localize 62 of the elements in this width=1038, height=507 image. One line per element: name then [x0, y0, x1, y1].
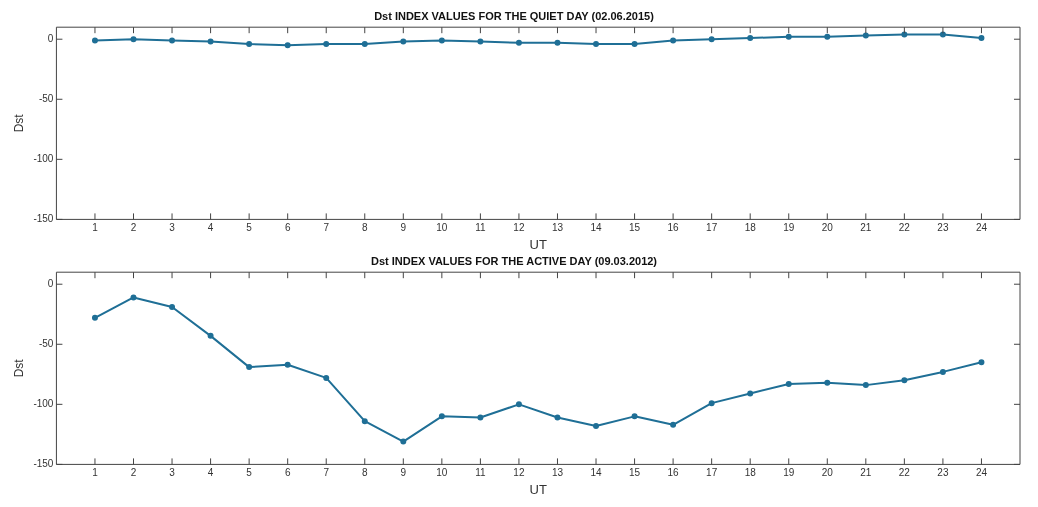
x-axis-title: UT: [529, 236, 547, 252]
x-tick-label: 24: [975, 222, 988, 234]
x-tick-label: 7: [323, 467, 330, 479]
x-tick-label: 22: [898, 467, 911, 479]
x-tick-label: 19: [783, 222, 795, 234]
chart-title: Dst INDEX VALUES FOR THE QUIET DAY (02.06.2015): [374, 9, 655, 22]
x-tick-label: 9: [400, 222, 407, 234]
x-tick-label: 6: [284, 222, 291, 234]
x-tick-label: 14: [590, 467, 603, 479]
x-tick-label: 12: [513, 222, 525, 234]
x-tick-label: 10: [436, 467, 448, 479]
x-tick-label: 8: [361, 467, 368, 479]
x-tick-label: 11: [475, 222, 487, 234]
y-tick-label: 0: [47, 32, 54, 44]
x-tick-label: 24: [975, 467, 988, 479]
x-tick-label: 2: [130, 467, 137, 479]
x-tick-label: 18: [744, 222, 757, 234]
x-tick-label: 15: [629, 222, 641, 234]
x-tick-label: 16: [667, 467, 680, 479]
x-tick-label: 13: [551, 222, 564, 234]
x-tick-label: 3: [169, 467, 176, 479]
x-tick-label: 18: [744, 467, 757, 479]
x-tick-label: 14: [590, 222, 603, 234]
x-tick-label: 16: [667, 222, 680, 234]
y-tick-label: -50: [38, 93, 54, 105]
x-tick-label: 21: [860, 222, 872, 234]
x-tick-label: 5: [246, 222, 253, 234]
y-tick-label: -100: [33, 398, 54, 410]
y-axis-title: Dst: [11, 113, 26, 133]
x-tick-label: 2: [130, 222, 137, 234]
x-tick-label: 5: [246, 467, 253, 479]
x-tick-label: 17: [706, 222, 718, 234]
x-tick-label: 22: [898, 222, 911, 234]
x-tick-label: 1: [92, 467, 99, 479]
x-tick-label: 10: [436, 222, 448, 234]
x-tick-label: 20: [821, 222, 834, 234]
x-tick-label: 21: [860, 467, 872, 479]
y-tick-label: 0: [47, 277, 54, 289]
x-tick-label: 19: [783, 467, 795, 479]
x-tick-label: 12: [513, 467, 525, 479]
y-tick-label: -100: [33, 153, 54, 165]
y-axis-title: Dst: [11, 358, 26, 378]
x-tick-label: 1: [92, 222, 99, 234]
x-tick-label: 4: [207, 467, 214, 479]
chart-title: Dst INDEX VALUES FOR THE ACTIVE DAY (09.03.2012): [370, 254, 658, 267]
x-tick-label: 7: [323, 222, 330, 234]
x-tick-label: 11: [475, 467, 487, 479]
x-tick-label: 17: [706, 467, 718, 479]
x-tick-label: 13: [551, 467, 564, 479]
x-tick-label: 23: [937, 467, 949, 479]
x-tick-label: 4: [207, 222, 214, 234]
y-tick-label: -150: [33, 458, 54, 470]
y-tick-label: -150: [33, 213, 54, 225]
x-tick-label: 15: [629, 467, 641, 479]
x-tick-label: 20: [821, 467, 834, 479]
y-tick-label: -50: [38, 338, 54, 350]
x-tick-label: 9: [400, 467, 407, 479]
x-tick-label: 6: [284, 467, 291, 479]
x-tick-label: 23: [937, 222, 949, 234]
x-tick-label: 8: [361, 222, 368, 234]
x-axis-title: UT: [529, 481, 547, 497]
x-tick-label: 3: [169, 222, 176, 234]
